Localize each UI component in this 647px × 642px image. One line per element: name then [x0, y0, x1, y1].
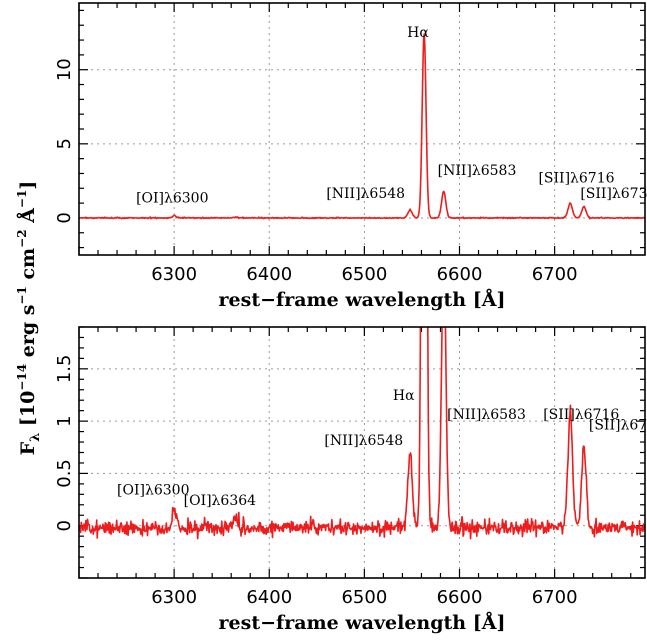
emission-line-label: [NII]λ6583 [438, 163, 517, 179]
chart-panel-2: 6300 6400 6500 6600 6700 0 0.5 1 1.5 rest−frame w… [54, 326, 647, 634]
emission-line-label: [NII]λ6548 [324, 433, 403, 449]
emission-line-label: [NII]λ6583 [447, 407, 526, 423]
y-tick-label: 1.5 [54, 355, 75, 384]
spectrum-line [79, 327, 645, 540]
emission-line-label: [OI]λ6300 [136, 190, 208, 206]
x-tick-label: 6600 [437, 264, 483, 285]
y-tick-label: 5 [54, 138, 75, 149]
plot-frame [78, 326, 646, 579]
x-axis-title: rest−frame wavelength [Å] [219, 288, 506, 311]
x-tick-label: 6700 [532, 587, 578, 608]
x-tick-label: 6300 [151, 587, 197, 608]
y-tick-label: 0 [54, 212, 75, 223]
emission-line-label: [SII]λ6716 [543, 407, 619, 423]
x-tick-label: 6400 [246, 264, 292, 285]
chart-panel-1: 6300 6400 6500 6600 6700 0 5 10 rest−frame wavel… [54, 2, 647, 311]
emission-line-label: Hα [393, 388, 415, 404]
x-tick-label: 6400 [246, 587, 292, 608]
spectrum-line [79, 33, 645, 220]
x-tick-label: 6700 [532, 264, 578, 285]
emission-line-label: Hα [407, 25, 429, 41]
plot-frame [78, 2, 646, 256]
y-tick-label: 0.5 [54, 459, 75, 488]
x-tick-label: 6600 [437, 587, 483, 608]
x-tick-label: 6500 [341, 264, 387, 285]
y-tick-label: 1 [54, 415, 75, 426]
x-tick-label: 6300 [151, 264, 197, 285]
emission-line-label: [SII]λ6716 [538, 170, 614, 186]
emission-line-label: [OI]λ6300 [117, 482, 189, 498]
y-tick-label: 0 [54, 520, 75, 531]
emission-line-label: [SII]λ6731 [589, 417, 647, 433]
x-axis-title: rest−frame wavelength [Å] [219, 611, 506, 634]
emission-line-label: [OI]λ6364 [184, 493, 257, 509]
shared-y-axis-title: Fλ [10−14 erg s−1 cm−2 Å−1] [15, 181, 43, 456]
emission-line-label: [SII]λ6731 [580, 186, 647, 202]
x-tick-label: 6500 [341, 587, 387, 608]
emission-line-label: [NII]λ6548 [326, 186, 405, 202]
y-tick-label: 10 [54, 58, 75, 81]
